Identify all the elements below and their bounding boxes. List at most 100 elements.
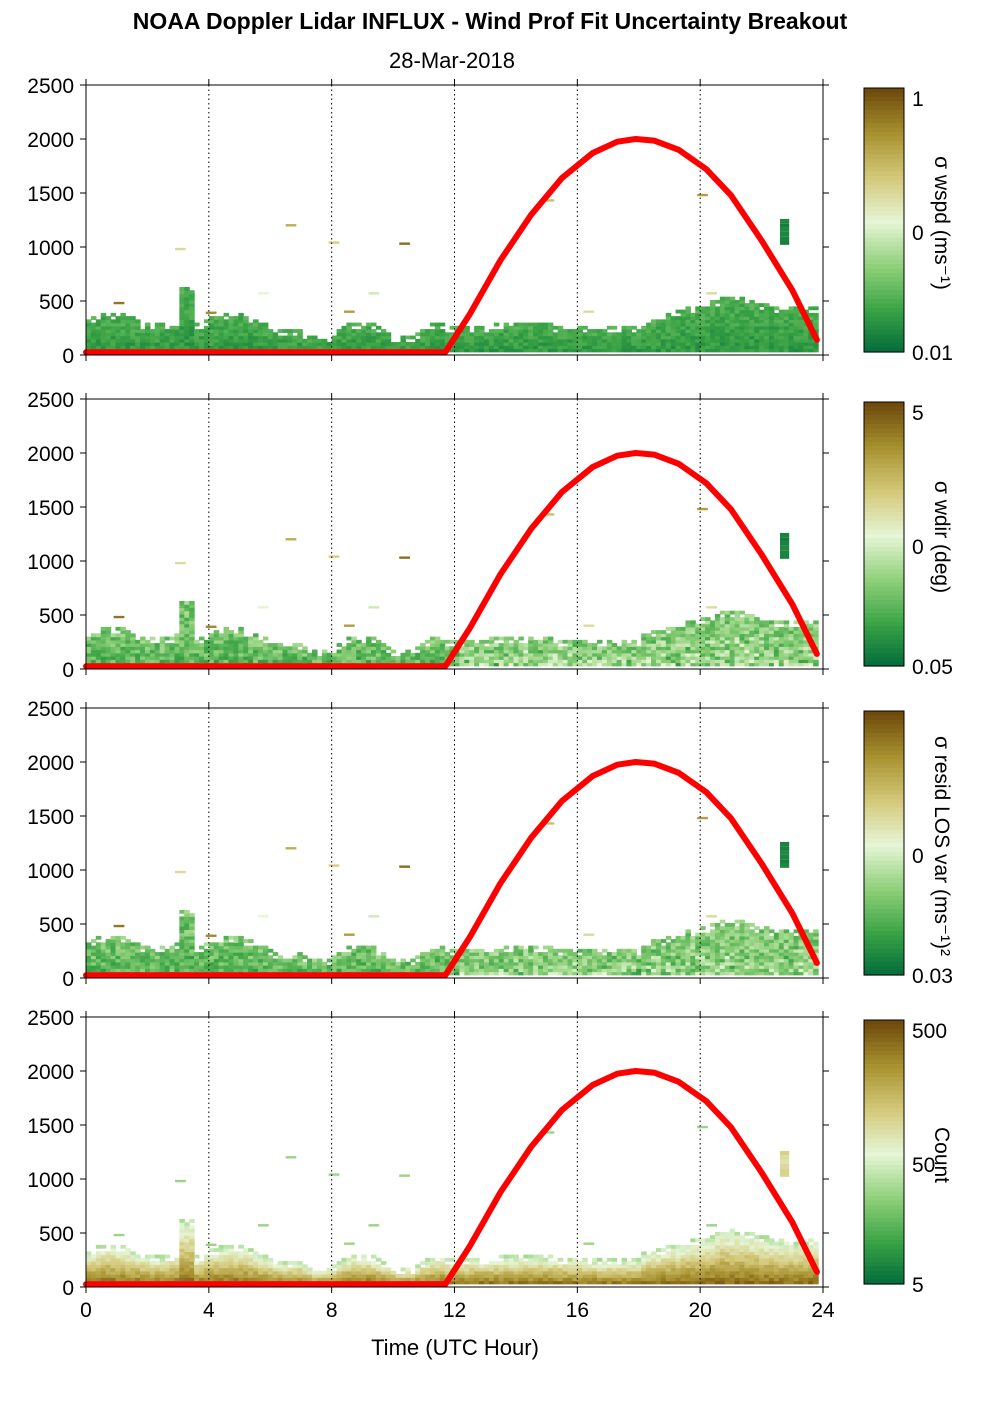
heatmap-cell bbox=[513, 322, 519, 327]
colorbar-segment bbox=[864, 856, 904, 862]
heatmap-cell bbox=[95, 342, 102, 346]
heatmap-cell bbox=[282, 965, 289, 969]
heatmap-cell bbox=[366, 948, 372, 953]
heatmap-cell bbox=[179, 613, 185, 618]
heatmap-cell bbox=[184, 1261, 190, 1265]
colorbar-segment bbox=[864, 101, 904, 107]
heatmap-cell bbox=[110, 1254, 117, 1259]
heatmap-cell bbox=[356, 342, 362, 346]
heatmap-cell bbox=[184, 335, 190, 340]
heatmap-cell bbox=[675, 342, 682, 346]
heatmap-cell bbox=[164, 961, 171, 966]
heatmap-cell bbox=[144, 955, 151, 960]
heatmap-cell bbox=[685, 958, 691, 963]
heatmap-cell bbox=[557, 646, 564, 651]
heatmap-cell bbox=[479, 338, 485, 343]
heatmap-cell bbox=[233, 338, 239, 343]
heatmap-cell bbox=[778, 643, 785, 647]
heatmap-cell bbox=[523, 348, 529, 353]
heatmap-cell bbox=[528, 643, 534, 647]
heatmap-cell bbox=[459, 961, 465, 966]
heatmap-cell bbox=[665, 325, 672, 330]
colorbar-segment bbox=[864, 303, 904, 309]
heatmap-cell bbox=[429, 952, 436, 956]
heatmap-cell bbox=[454, 968, 461, 973]
heatmap-cell bbox=[651, 646, 657, 651]
heatmap-cell bbox=[778, 659, 785, 664]
heatmap-cell bbox=[700, 338, 706, 343]
heatmap-cell bbox=[223, 939, 230, 943]
heatmap-cell bbox=[778, 939, 785, 943]
colorbar-segment bbox=[864, 202, 904, 208]
heatmap-cell bbox=[351, 643, 357, 647]
heatmap-cell bbox=[508, 958, 515, 963]
heatmap-cell bbox=[375, 652, 382, 657]
heatmap-cell bbox=[479, 952, 485, 956]
heatmap-cell bbox=[140, 1257, 146, 1262]
heatmap-cell bbox=[95, 1251, 102, 1256]
heatmap-cell bbox=[709, 968, 716, 973]
heatmap-cell bbox=[199, 345, 205, 350]
heatmap-cell bbox=[557, 968, 564, 973]
heatmap-cell bbox=[233, 961, 239, 966]
heatmap-cell bbox=[434, 345, 441, 350]
heatmap-cell bbox=[370, 652, 377, 657]
heatmap-cell bbox=[714, 955, 721, 960]
heatmap-cell bbox=[459, 958, 465, 963]
heatmap-cell bbox=[267, 1264, 274, 1269]
heatmap-cell bbox=[90, 1277, 97, 1282]
heatmap-cell bbox=[670, 958, 677, 963]
heatmap-cell bbox=[110, 338, 117, 343]
heatmap-cell bbox=[243, 636, 249, 641]
heatmap-cell bbox=[86, 1251, 92, 1256]
heatmap-cell bbox=[572, 335, 578, 340]
heatmap-cell bbox=[208, 961, 215, 966]
heatmap-cell bbox=[223, 342, 230, 346]
heatmap-cell bbox=[253, 342, 259, 346]
heatmap-cell bbox=[793, 636, 800, 641]
heatmap-cell bbox=[538, 335, 544, 340]
heatmap-cell bbox=[724, 342, 731, 346]
heatmap-cell bbox=[154, 1274, 161, 1278]
heatmap-cell bbox=[754, 617, 760, 621]
heatmap-cell bbox=[680, 939, 687, 943]
heatmap-cell bbox=[267, 335, 274, 340]
heatmap-cell bbox=[184, 961, 190, 966]
heatmap-cell bbox=[788, 968, 795, 973]
heatmap-cell bbox=[159, 965, 166, 969]
heatmap-cell bbox=[292, 659, 298, 664]
heatmap-cell bbox=[184, 322, 190, 327]
heatmap-cell bbox=[120, 329, 126, 333]
heatmap-cell bbox=[277, 965, 284, 969]
heatmap-cell bbox=[282, 335, 289, 340]
heatmap-cell bbox=[194, 1261, 200, 1265]
heatmap-cell bbox=[208, 1274, 215, 1278]
heatmap-cell bbox=[199, 643, 205, 647]
heatmap-cell bbox=[429, 643, 436, 647]
heatmap-cell bbox=[105, 942, 112, 947]
heatmap-cell bbox=[420, 968, 426, 973]
heatmap-cell bbox=[257, 332, 264, 337]
heatmap-cell bbox=[729, 338, 736, 343]
heatmap-cell bbox=[764, 945, 770, 950]
heatmap-cell bbox=[105, 1261, 112, 1265]
heatmap-cell bbox=[351, 322, 357, 327]
heatmap-cell bbox=[808, 652, 814, 657]
heatmap-cell bbox=[518, 345, 524, 350]
heatmap-cell bbox=[813, 662, 819, 667]
heatmap-cell bbox=[583, 310, 595, 313]
heatmap-cell bbox=[724, 961, 731, 966]
heatmap-cell bbox=[257, 968, 264, 973]
heatmap-cell bbox=[395, 656, 402, 660]
heatmap-cell bbox=[439, 335, 446, 340]
heatmap-cell bbox=[228, 935, 234, 940]
heatmap-cell bbox=[120, 332, 126, 337]
heatmap-cell bbox=[646, 662, 652, 667]
heatmap-cell bbox=[184, 939, 190, 943]
heatmap-cell bbox=[749, 617, 755, 621]
heatmap-cell bbox=[675, 939, 682, 943]
heatmap-cell bbox=[700, 942, 706, 947]
heatmap-cell bbox=[356, 646, 362, 651]
heatmap-cell bbox=[700, 652, 706, 657]
heatmap-cell bbox=[115, 329, 121, 333]
